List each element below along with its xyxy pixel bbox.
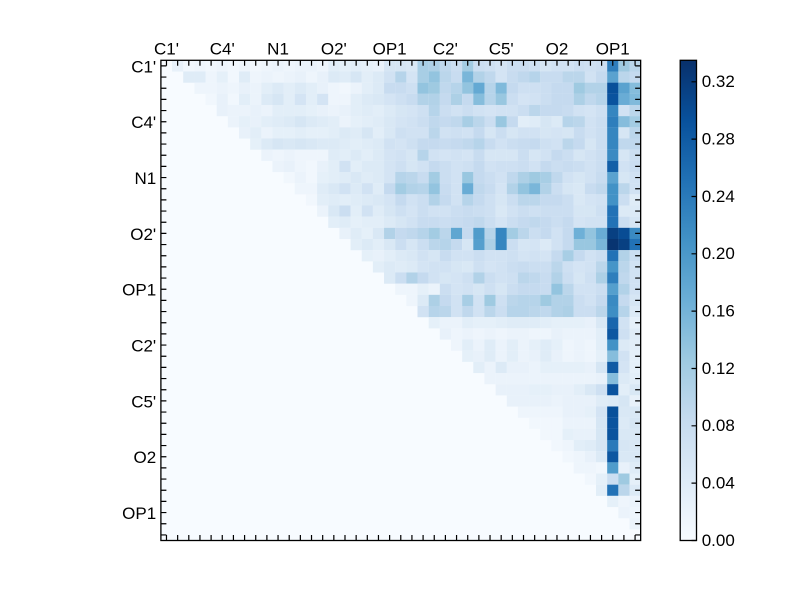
svg-text:O2: O2 <box>546 39 569 58</box>
svg-text:OP1: OP1 <box>596 39 630 58</box>
svg-text:C1': C1' <box>131 57 156 76</box>
svg-text:OP1: OP1 <box>122 504 156 523</box>
svg-text:0.00: 0.00 <box>702 531 735 550</box>
svg-text:C2': C2' <box>131 336 156 355</box>
svg-text:OP1: OP1 <box>122 281 156 300</box>
svg-text:0.32: 0.32 <box>702 72 735 91</box>
svg-text:C5': C5' <box>489 39 514 58</box>
svg-text:0.20: 0.20 <box>702 244 735 263</box>
svg-text:O2': O2' <box>130 225 156 244</box>
svg-text:0.24: 0.24 <box>702 187 735 206</box>
svg-text:0.08: 0.08 <box>702 416 735 435</box>
svg-text:C1': C1' <box>154 39 179 58</box>
svg-text:O2': O2' <box>321 39 347 58</box>
svg-text:C4': C4' <box>210 39 235 58</box>
svg-text:C4': C4' <box>131 113 156 132</box>
svg-text:O2: O2 <box>134 448 157 467</box>
svg-text:N1: N1 <box>267 39 289 58</box>
svg-text:0.28: 0.28 <box>702 130 735 149</box>
svg-text:N1: N1 <box>134 169 156 188</box>
svg-text:C5': C5' <box>131 392 156 411</box>
svg-text:0.12: 0.12 <box>702 359 735 378</box>
svg-text:0.04: 0.04 <box>702 474 735 493</box>
svg-text:C2': C2' <box>433 39 458 58</box>
svg-text:0.16: 0.16 <box>702 302 735 321</box>
svg-text:OP1: OP1 <box>373 39 407 58</box>
